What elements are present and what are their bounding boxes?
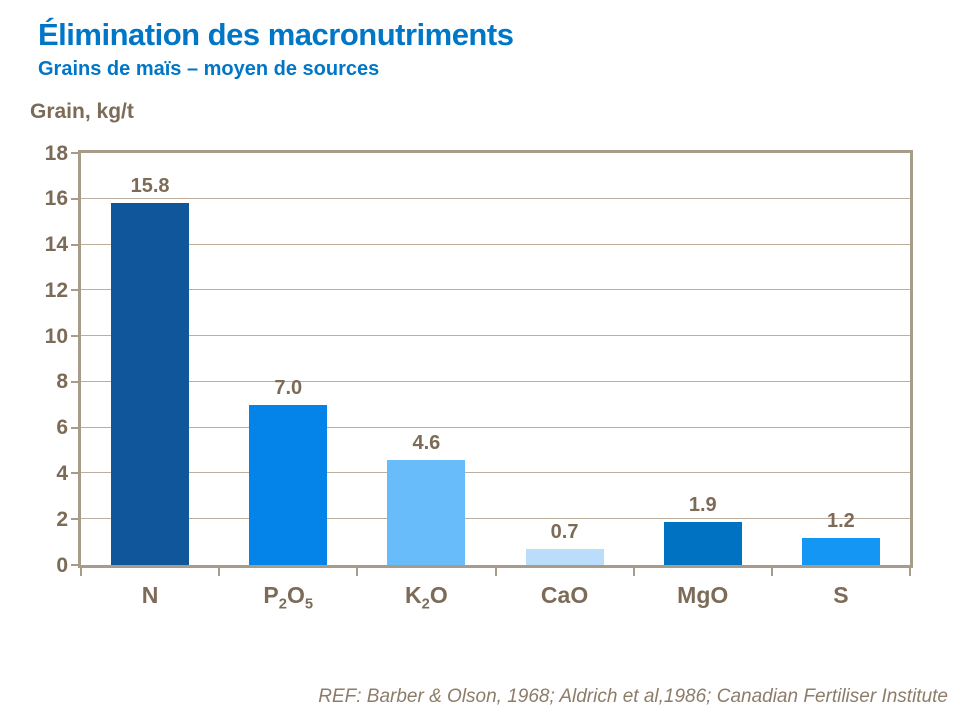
bar-5 — [801, 537, 880, 565]
y-tick-mark — [71, 426, 78, 429]
bar-value-label: 4.6 — [412, 431, 441, 454]
x-tick-mark — [218, 568, 221, 576]
plot-area: 15.8 7.0 4.6 0.7 1.9 1.2 — [78, 150, 913, 568]
y-tick-label: 6 — [56, 416, 68, 440]
bar-0 — [111, 203, 190, 565]
gridline — [81, 472, 910, 474]
x-category-label: CaO — [540, 582, 589, 608]
y-tick-label: 18 — [44, 141, 68, 165]
gridline — [81, 289, 910, 291]
y-tick-mark — [71, 152, 78, 154]
reference-text: REF: Barber & Olson, 1968; Aldrich et al… — [318, 632, 948, 720]
reference-line: REF: Barber & Olson, 1968; Aldrich et al… — [318, 686, 948, 707]
y-tick-label: 10 — [44, 324, 68, 348]
y-tick-mark — [71, 289, 78, 292]
gridline — [81, 380, 910, 382]
x-category-label: S — [833, 582, 849, 608]
y-tick-mark — [71, 197, 78, 200]
x-tick-mark — [632, 568, 635, 576]
bar-value-label: 1.2 — [827, 509, 855, 532]
bar-4 — [663, 521, 742, 565]
bar-value-label: 15.8 — [130, 175, 170, 198]
bar-1 — [249, 404, 328, 565]
y-tick-mark — [71, 472, 78, 475]
y-tick-mark — [71, 564, 78, 566]
gridline — [81, 426, 910, 428]
x-tick-mark — [909, 568, 911, 576]
y-tick-mark — [71, 380, 78, 383]
chart-subtitle: Grains de maïs – moyen de sources — [38, 58, 380, 80]
y-tick-mark — [71, 518, 78, 521]
x-category-label: K2O — [405, 582, 448, 613]
y-tick-label: 16 — [44, 187, 68, 211]
y-tick-label: 14 — [44, 233, 68, 257]
x-tick-mark — [770, 568, 773, 576]
bar-value-label: 7.0 — [274, 376, 303, 399]
x-tick-mark — [494, 568, 497, 576]
gridline — [81, 518, 910, 520]
bar-value-label: 0.7 — [550, 520, 579, 543]
y-tick-mark — [71, 243, 78, 246]
y-axis-title: Grain, kg/t — [30, 100, 134, 123]
y-tick-label: 4 — [56, 461, 68, 485]
y-tick-mark — [71, 335, 78, 338]
x-category-label: P2O5 — [263, 582, 314, 613]
y-tick-label: 12 — [44, 278, 68, 302]
y-tick-label: 8 — [56, 370, 68, 394]
gridline — [81, 197, 910, 199]
bar-2 — [387, 459, 466, 565]
y-tick-label: 0 — [56, 553, 68, 577]
gridline — [81, 243, 910, 245]
bar-3 — [525, 548, 604, 565]
x-category-label: N — [141, 582, 159, 608]
y-tick-label: 2 — [56, 507, 68, 531]
x-category-label: MgO — [677, 582, 729, 608]
gridline — [81, 335, 910, 337]
x-tick-mark — [80, 568, 82, 576]
x-tick-mark — [356, 568, 359, 576]
chart-title: Élimination des macronutriments — [38, 17, 514, 52]
bar-value-label: 1.9 — [688, 493, 717, 516]
